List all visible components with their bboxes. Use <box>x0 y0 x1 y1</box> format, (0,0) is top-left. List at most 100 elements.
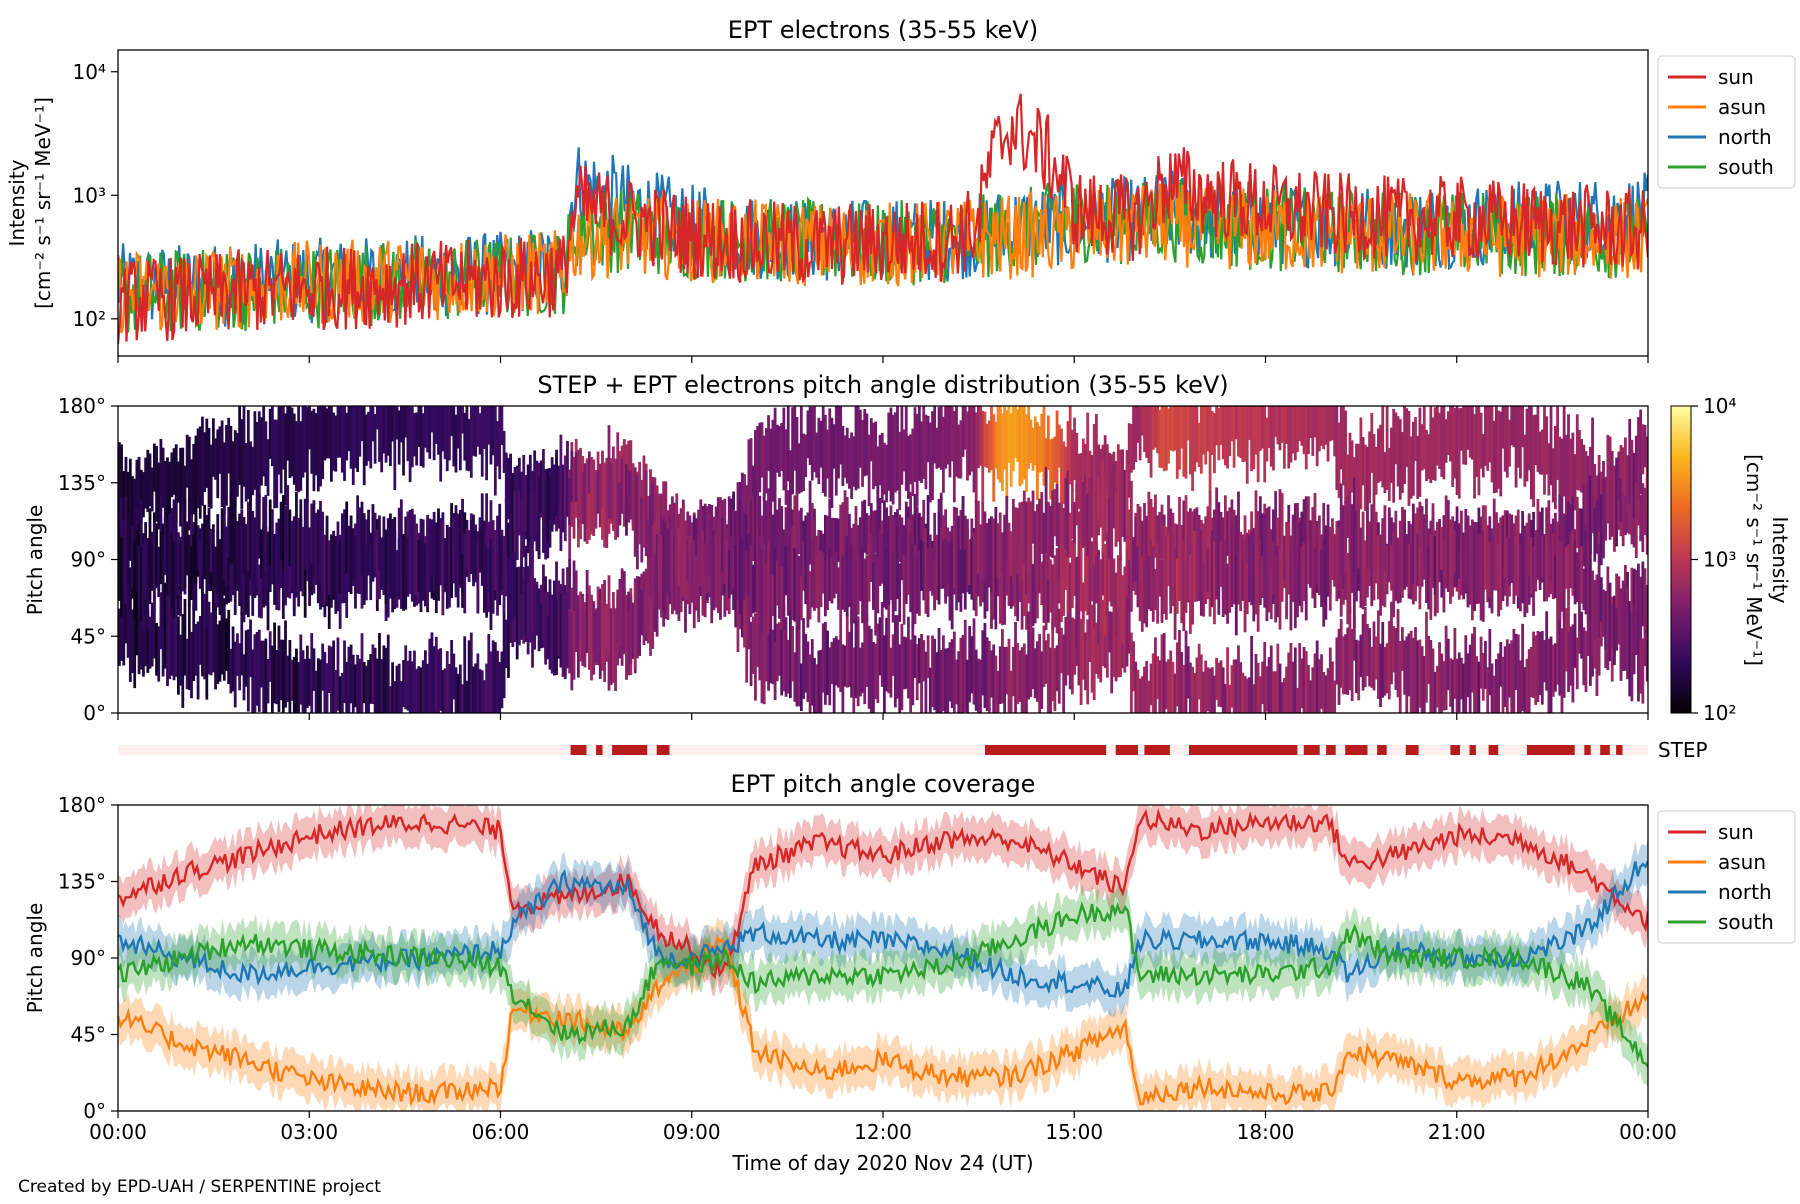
heatmap-cell <box>1156 656 1159 700</box>
heatmap-cell <box>874 553 878 636</box>
heatmap-cell <box>922 499 926 579</box>
heatmap-cell <box>1481 434 1485 478</box>
heatmap-cell <box>957 651 961 713</box>
heatmap-cell <box>974 500 978 593</box>
heatmap-cell <box>378 515 381 571</box>
heatmap-cell <box>198 616 202 665</box>
credit-text: Created by EPD-UAH / SERPENTINE project <box>18 1177 381 1197</box>
heatmap-cell <box>1016 550 1020 622</box>
heatmap-cell <box>1095 464 1098 557</box>
heatmap-cell <box>255 632 259 706</box>
heatmap-cell <box>1162 633 1166 713</box>
heatmap-cell <box>421 534 425 601</box>
heatmap-cell <box>1278 663 1282 713</box>
heatmap-cell <box>1256 662 1260 713</box>
heatmap-cell <box>349 406 353 469</box>
heatmap-cell <box>364 414 368 466</box>
heatmap-cell <box>570 612 574 691</box>
heatmap-cell <box>426 406 429 453</box>
heatmap-cell <box>1510 640 1514 713</box>
heatmap-cell <box>1036 504 1039 571</box>
heatmap-cell <box>1278 406 1282 451</box>
heatmap-cell <box>533 450 537 532</box>
heatmap-cell <box>201 591 204 677</box>
heatmap-cell <box>539 460 543 513</box>
heatmap-cell <box>937 406 941 468</box>
heatmap-cell <box>764 563 768 620</box>
heatmap-cell <box>834 518 838 582</box>
heatmap-cell <box>1540 630 1544 705</box>
heatmap-cell <box>1189 662 1192 713</box>
heatmap-cell <box>1291 526 1295 602</box>
heatmap-cell <box>1158 554 1162 597</box>
heatmap-cell <box>961 635 965 713</box>
heatmap-cell <box>736 558 740 600</box>
heatmap-cell <box>581 603 585 652</box>
heatmap-cell <box>1411 637 1415 713</box>
heatmap-cell <box>356 654 360 713</box>
heatmap-cell <box>681 504 685 597</box>
heatmap-cell <box>764 500 768 569</box>
heatmap-cell <box>362 535 366 605</box>
heatmap-cell <box>657 546 661 588</box>
heatmap-cell <box>351 528 355 581</box>
heatmap-cell <box>310 503 314 565</box>
heatmap-cell <box>1033 511 1037 580</box>
heatmap-cell <box>410 661 414 713</box>
heatmap-cell <box>802 433 805 492</box>
heatmap-cell <box>557 465 561 510</box>
heatmap-cell <box>1613 595 1616 666</box>
heatmap-cell <box>1132 539 1135 582</box>
heatmap-cell <box>1057 424 1061 468</box>
heatmap-cell <box>1171 406 1175 452</box>
heatmap-cell <box>1245 406 1249 484</box>
heatmap-cell <box>587 585 591 670</box>
heatmap-cell <box>1538 631 1542 696</box>
heatmap-cell <box>1086 533 1090 616</box>
heatmap-cell <box>1554 512 1557 569</box>
y-tick-label: 180° <box>58 793 106 817</box>
heatmap-cell <box>795 487 799 555</box>
heatmap-cell <box>163 517 167 576</box>
heatmap-cell <box>1505 536 1509 607</box>
heatmap-cell <box>246 501 250 571</box>
heatmap-cell <box>1540 535 1544 578</box>
heatmap-cell <box>950 406 954 462</box>
heatmap-cell <box>1007 522 1011 571</box>
heatmap-cell <box>1123 566 1127 639</box>
heatmap-cell <box>522 577 526 636</box>
heatmap-cell <box>664 530 668 619</box>
heatmap-cell <box>1623 437 1627 496</box>
heatmap-cell <box>513 552 517 617</box>
heatmap-cell <box>1473 626 1476 713</box>
heatmap-cell <box>439 648 443 711</box>
heatmap-cell <box>393 681 397 713</box>
heatmap-cell <box>1025 654 1028 713</box>
heatmap-cell <box>808 654 812 713</box>
heatmap-cell <box>526 584 530 639</box>
heatmap-cell <box>1138 406 1142 461</box>
heatmap-cell <box>629 594 633 664</box>
heatmap-cell <box>1180 551 1184 624</box>
heatmap-cell <box>201 416 204 506</box>
heatmap-cell <box>1538 511 1542 591</box>
heatmap-cell <box>1580 439 1584 493</box>
heatmap-cell <box>904 637 908 689</box>
heatmap-cell <box>1182 664 1186 713</box>
heatmap-cell <box>299 634 303 705</box>
heatmap-cell <box>1586 455 1590 502</box>
heatmap-cell <box>399 681 403 713</box>
heatmap-cell <box>555 599 558 675</box>
heatmap-cell <box>1317 406 1321 452</box>
heatmap-cell <box>1232 406 1236 468</box>
heatmap-cell <box>823 414 827 497</box>
heatmap-cell <box>1560 542 1564 612</box>
heatmap-cell <box>793 652 797 702</box>
heatmap-cell <box>1119 604 1122 678</box>
heatmap-cell <box>380 537 384 588</box>
heatmap-cell <box>883 442 886 495</box>
heatmap-cell <box>898 644 902 713</box>
heatmap-cell <box>1073 417 1076 480</box>
heatmap-cell <box>236 521 239 589</box>
